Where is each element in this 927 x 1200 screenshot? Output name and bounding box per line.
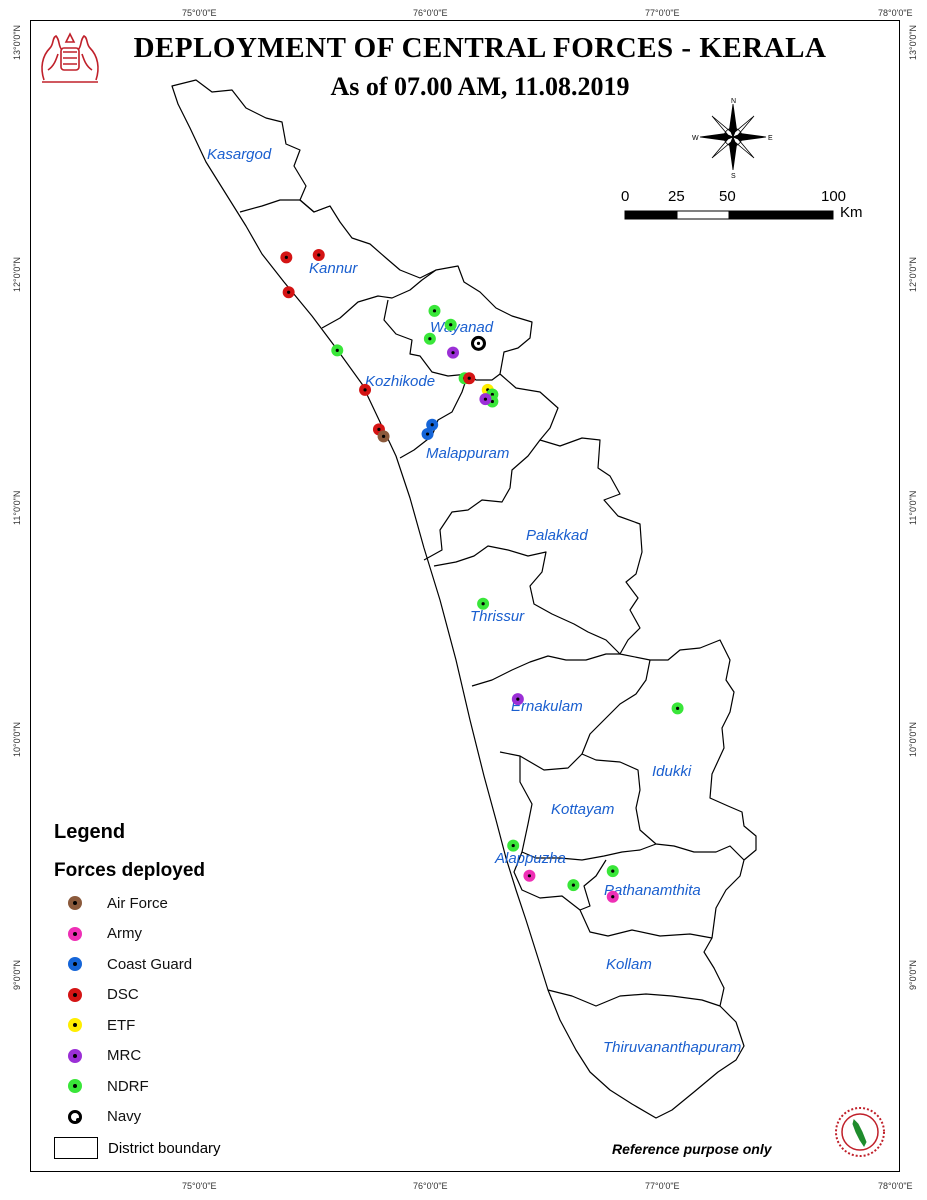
lon-label-top: 77°0'0"E [645,8,680,18]
boundary-swatch [54,1137,98,1159]
state-outline [171,79,757,1119]
district-label-kottayam: Kottayam [551,801,615,818]
legend-title: Legend [54,821,126,843]
marker-ndrf [444,318,457,331]
scale-tick-50: 50 [719,188,736,205]
organisation-seal-logo [835,1107,885,1157]
legend-item-coast-guard: Coast Guard [68,954,192,974]
compass-rose-icon: N S W E [692,98,773,178]
scale-tick-0: 0 [621,188,630,205]
lon-label-bottom: 75°0'0"E [182,1181,217,1191]
scale-unit: Km [840,204,863,221]
marker-ndrf [428,304,441,317]
marker-army [606,890,619,903]
kerala-emblem-logo [41,32,99,83]
legend-swatch-icon [68,1109,82,1124]
legend-item-ndrf: NDRF [68,1076,149,1096]
legend-subtitle: Forces deployed [54,860,205,881]
legend-label: Navy [107,1108,142,1125]
legend-item-etf: ETF [68,1015,135,1035]
legend-item-army: Army [68,924,142,944]
legend-swatch-icon [68,896,82,910]
compass-s-label: S [731,173,736,178]
district-label-thrissur: Thrissur [470,608,525,625]
marker-dsc [280,251,293,264]
marker-mrc [447,346,460,359]
marker-coast-guard [421,428,434,441]
legend-item-dsc: DSC [68,985,139,1005]
district-label-idukki: Idukki [652,763,692,780]
scale-tick-25: 25 [668,188,685,205]
legend-swatch-icon [68,987,82,1002]
scale-bar [624,210,834,220]
marker-dsc [463,372,476,385]
legend-label: Army [107,925,142,942]
district-label-pathanamthita: Pathanamthita [604,882,701,899]
legend-swatch-icon [68,957,82,971]
marker-ndrf [567,879,580,892]
legend-label: Coast Guard [107,955,193,973]
lon-label-bottom: 77°0'0"E [645,1181,680,1191]
legend-label: Air Force [107,894,168,912]
compass-n-label: N [731,98,736,105]
lon-label-bottom: 78°0'0"E [878,1181,913,1191]
marker-dsc [359,383,372,396]
marker-air-force [377,430,390,443]
lon-label-top: 76°0'0"E [413,8,448,18]
marker-ndrf [331,344,344,357]
legend-swatch-icon [68,1079,82,1093]
compass-e-label: E [768,135,773,142]
district-label-thiruvananthapuram: Thiruvananthapuram [603,1039,742,1056]
legend-item-mrc: MRC [68,1046,141,1066]
legend-label: ETF [107,1016,136,1034]
legend-item-navy: Navy [68,1107,141,1127]
marker-navy [470,335,486,351]
legend-item-air-force: Air Force [68,893,168,913]
marker-dsc [312,249,325,262]
marker-ndrf [606,865,619,878]
district-label-kannur: Kannur [309,260,358,277]
map-frame [30,20,900,1172]
district-label-kasargod: Kasargod [207,146,272,163]
marker-mrc [479,393,492,406]
district-label-malappuram: Malappuram [426,445,510,462]
marker-ndrf [477,597,490,610]
map-title: DEPLOYMENT OF CENTRAL FORCES - KERALA [133,32,827,64]
marker-ndrf [423,332,436,345]
marker-dsc [282,286,295,299]
reference-note: Reference purpose only [612,1141,772,1157]
legend-label: MRC [107,1047,142,1064]
legend-district-boundary: District boundary [54,1137,221,1159]
marker-army [523,869,536,882]
marker-coast-guard [426,418,439,431]
marker-ndrf [507,839,520,852]
marker-ndrf [671,702,684,715]
lon-label-bottom: 76°0'0"E [413,1181,448,1191]
district-label-kollam: Kollam [606,956,652,973]
map-subtitle-date: As of 07.00 AM, 11.08.2019 [330,72,630,101]
lon-label-top: 78°0'0"E [878,8,913,18]
scale-tick-100: 100 [821,188,847,205]
lon-label-top: 75°0'0"E [182,8,217,18]
legend-label: DSC [107,986,139,1003]
district-label-ernakulam: Ernakulam [511,698,583,715]
marker-mrc [511,693,524,706]
district-label-palakkad: Palakkad [526,527,588,544]
legend-swatch-icon [68,1048,82,1063]
compass-w-label: W [692,135,699,142]
district-label-alappuzha: Alappuzha [495,850,566,867]
legend-swatch-icon [68,1018,82,1032]
district-boundaries [239,199,745,1007]
legend-label: NDRF [107,1077,149,1095]
district-label-kozhikode: Kozhikode [365,373,436,390]
legend-swatch-icon [68,926,82,941]
boundary-label: District boundary [108,1139,221,1157]
